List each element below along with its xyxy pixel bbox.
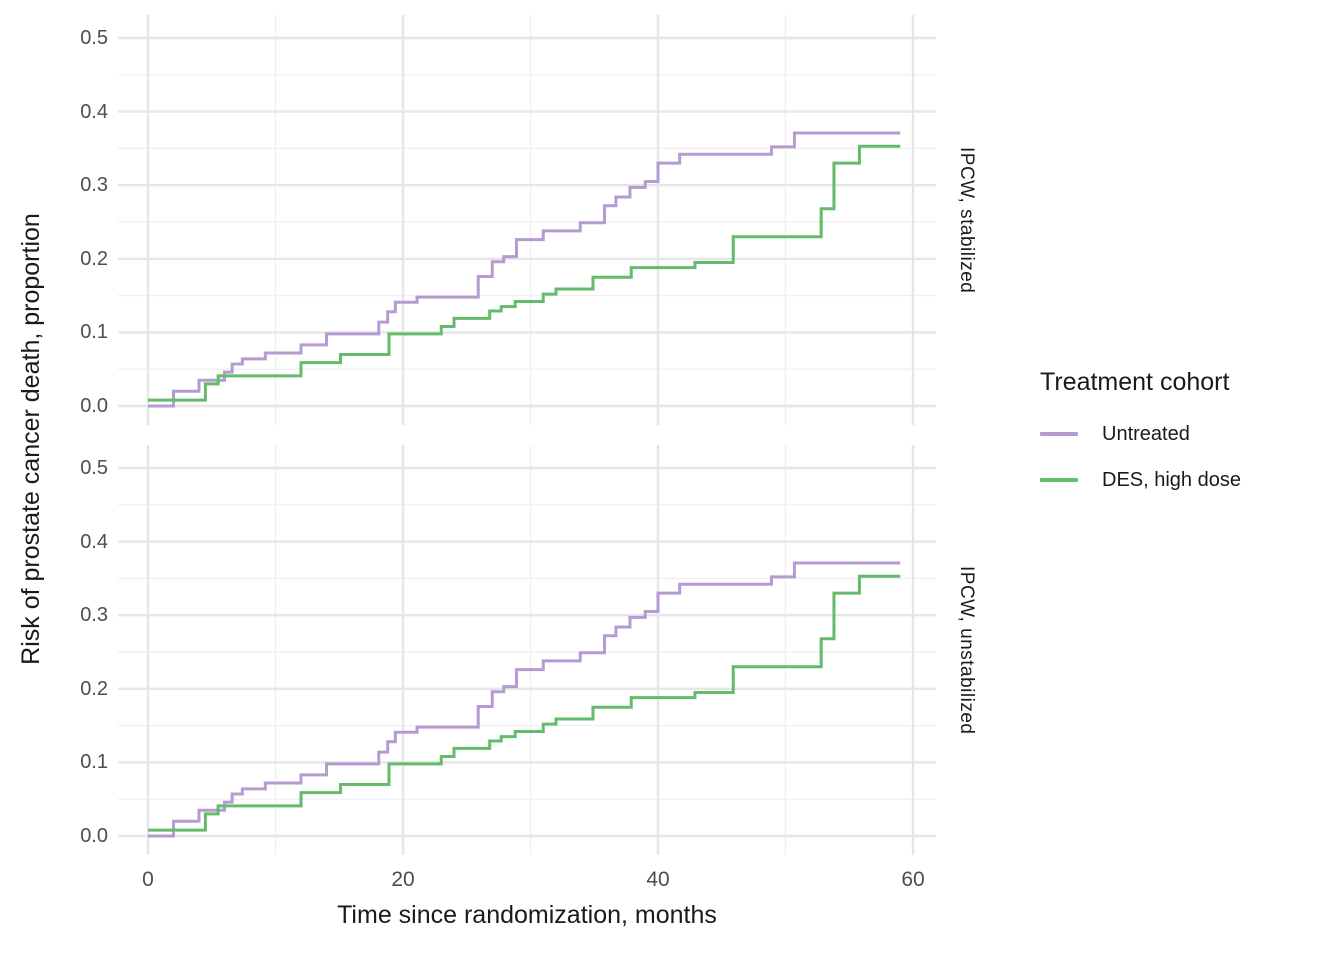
- step-curve-des-high-dose: [148, 574, 901, 832]
- step-curve-des-high-dose: [148, 144, 901, 402]
- legend-title: Treatment cohort: [1040, 368, 1230, 396]
- y-tick-label: 0.1: [80, 751, 108, 774]
- x-axis-title: Time since randomization, months: [337, 901, 717, 929]
- y-axis-title: Risk of prostate cancer death, proportio…: [17, 213, 45, 665]
- untreated-line-swatch-icon: [1040, 432, 1078, 436]
- y-tick-label: 0.4: [80, 530, 108, 553]
- y-tick-label: 0.5: [80, 457, 108, 479]
- facet-strip-stabilized: IPCW, stabilized: [956, 146, 977, 294]
- y-tick-label: 0.1: [80, 321, 108, 344]
- panel-ipcw-unstabilized: [118, 445, 936, 855]
- step-curve-untreated: [148, 561, 901, 838]
- y-tick-label: 0.0: [80, 825, 108, 847]
- y-tick-label: 0.2: [80, 677, 108, 700]
- y-tick-label: 0.3: [80, 174, 108, 197]
- plot-area-1: [118, 445, 936, 855]
- y-tick-label: 0.2: [80, 247, 108, 270]
- panel-ipcw-stabilized: [118, 15, 936, 425]
- x-tick-label: 20: [391, 868, 415, 891]
- x-tick-label: 60: [901, 868, 925, 891]
- facet-strip-unstabilized: IPCW, unstabilized: [956, 565, 977, 735]
- y-tick-label: 0.3: [80, 604, 108, 627]
- legend-label-des-high-dose: DES, high dose: [1102, 468, 1241, 491]
- plot-area-0: [118, 15, 936, 425]
- x-tick-label: 40: [646, 868, 670, 891]
- legend-item-des-high-dose: DES, high dose: [1040, 465, 1340, 495]
- legend: Treatment cohort Untreated DES, high dos…: [1040, 368, 1340, 511]
- legend-label-untreated: Untreated: [1102, 422, 1190, 445]
- y-tick-label: 0.4: [80, 100, 108, 123]
- y-tick-label: 0.0: [80, 395, 108, 417]
- x-tick-label: 0: [142, 868, 154, 891]
- step-curve-untreated: [148, 131, 901, 408]
- legend-item-untreated: Untreated: [1040, 419, 1340, 449]
- des-high-dose-line-swatch-icon: [1040, 478, 1078, 482]
- y-tick-label: 0.5: [80, 27, 108, 49]
